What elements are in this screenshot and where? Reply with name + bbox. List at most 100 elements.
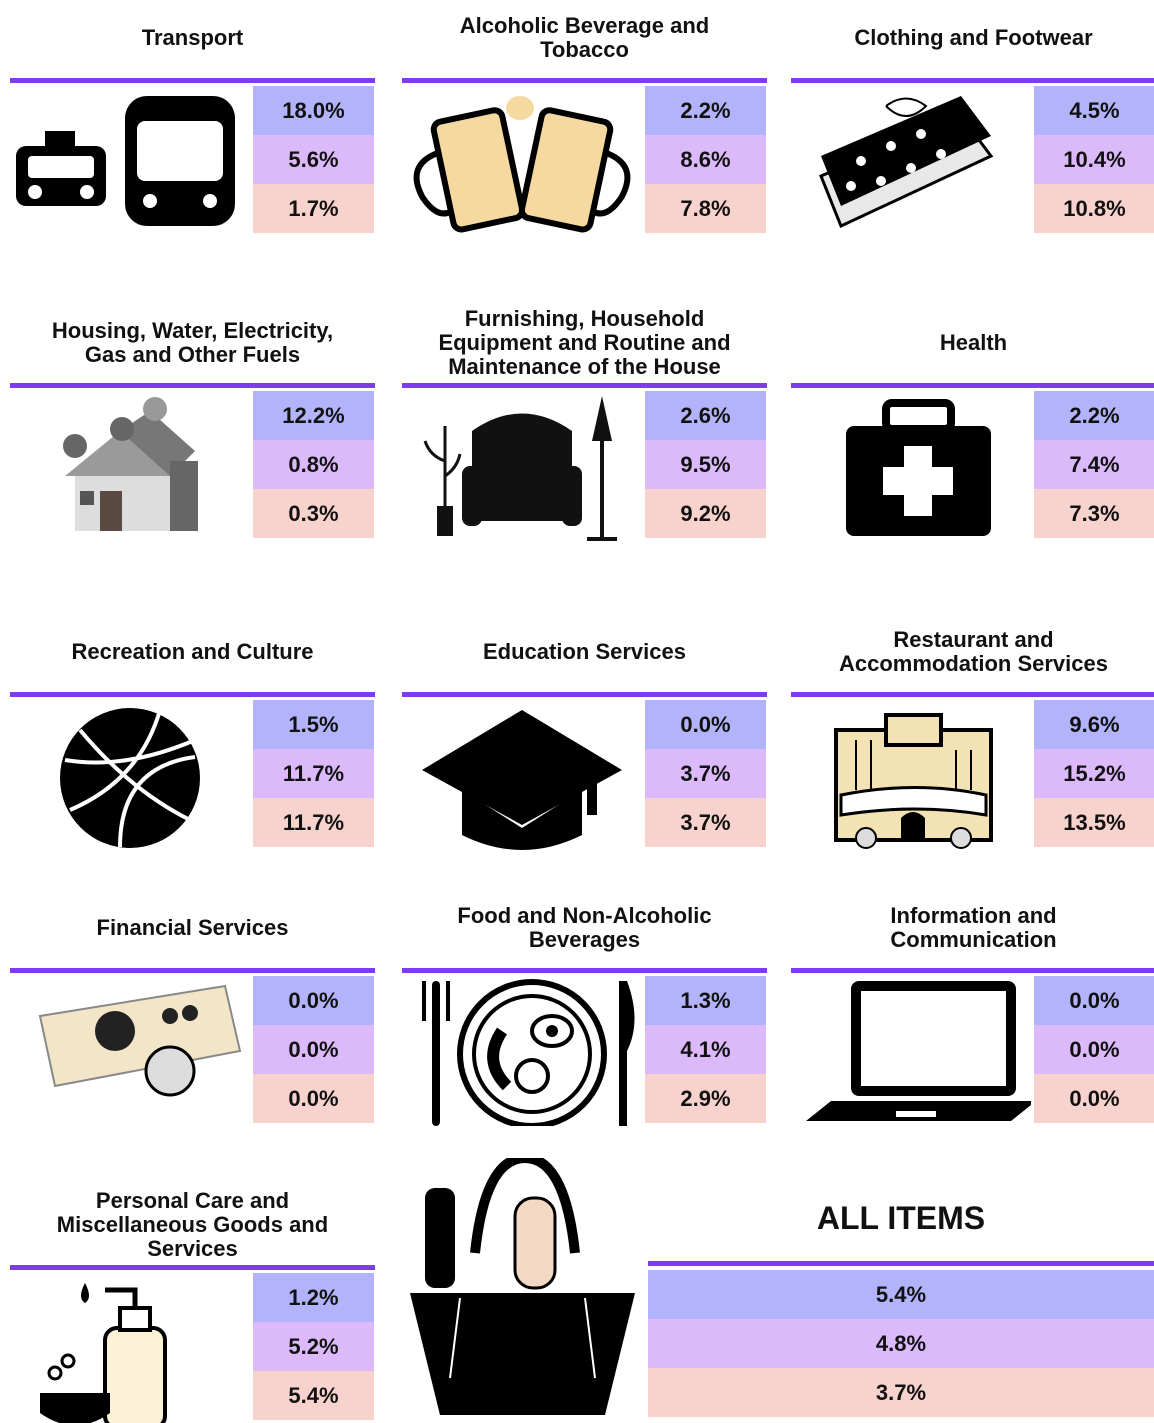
icon-shape	[886, 715, 941, 745]
value-cell: 2.9%	[645, 1074, 766, 1123]
value-cell: 18.0%	[253, 86, 374, 135]
icon	[10, 700, 250, 850]
value-cell: 5.4%	[253, 1371, 374, 1420]
icon-shape	[516, 1060, 548, 1092]
value-cell: 4.5%	[1034, 86, 1154, 135]
icon-shape	[886, 99, 926, 117]
divider	[10, 78, 375, 83]
icon-shape	[886, 141, 896, 151]
infographic: {"cards": [ {"title": "Transport", "valu…	[0, 0, 1154, 1415]
card-title: Information and Communication	[809, 890, 1139, 966]
card-title: Education Services	[420, 614, 750, 690]
icon-shape	[100, 491, 122, 531]
value-cell: 5.4%	[648, 1270, 1154, 1319]
value-cell: 0.0%	[1034, 976, 1154, 1025]
value-cell: 15.2%	[1034, 749, 1154, 798]
icon-shape	[856, 828, 876, 848]
icon	[791, 391, 1031, 541]
divider	[10, 1265, 375, 1270]
divider	[402, 692, 767, 697]
icon-shape	[432, 981, 440, 1126]
value-cell: 9.5%	[645, 440, 766, 489]
card-title: Food and Non-Alcoholic Beverages	[420, 890, 750, 966]
icon-shape	[170, 461, 198, 531]
icon-shape	[40, 986, 240, 1086]
icon-shape	[936, 149, 946, 159]
value-cell: 2.2%	[645, 86, 766, 135]
divider	[10, 968, 375, 973]
value-cell: 1.5%	[253, 700, 374, 749]
icon	[791, 86, 1031, 236]
icon-shape	[137, 121, 223, 181]
value-cell: 9.6%	[1034, 700, 1154, 749]
icon-shape	[110, 417, 134, 441]
value-cell: 2.2%	[1034, 391, 1154, 440]
icon-shape	[105, 1290, 135, 1308]
card-title: Recreation and Culture	[33, 614, 353, 690]
all-items-title: ALL ITEMS	[648, 1185, 1154, 1251]
icon-shape	[203, 194, 217, 208]
icon-shape	[146, 1047, 194, 1095]
value-cell: 13.5%	[1034, 798, 1154, 847]
value-cell: 10.8%	[1034, 184, 1154, 233]
icon-shape	[916, 129, 926, 139]
value-cell: 5.6%	[253, 135, 374, 184]
icon-shape	[856, 156, 866, 166]
icon-shape	[861, 991, 1006, 1086]
card-title: Furnishing, Household Equipment and Rout…	[420, 305, 750, 381]
card-title: Health	[809, 305, 1139, 381]
icon-shape	[493, 1031, 507, 1086]
icon-shape	[883, 467, 953, 495]
icon-shape	[906, 163, 916, 173]
value-cell: 10.4%	[1034, 135, 1154, 184]
card-title: Transport	[33, 0, 353, 76]
value-cell: 0.0%	[645, 700, 766, 749]
icon-shape	[40, 1393, 110, 1423]
icon-shape	[515, 1198, 555, 1288]
value-cell: 4.1%	[645, 1025, 766, 1074]
icon-shape	[520, 109, 638, 236]
icon-shape	[886, 403, 951, 429]
icon-shape	[472, 414, 572, 502]
value-cell: 0.0%	[1034, 1074, 1154, 1123]
icon-shape	[182, 1005, 198, 1021]
icon-shape	[410, 1293, 635, 1415]
value-cell: 0.0%	[1034, 1025, 1154, 1074]
icon-shape	[143, 397, 167, 421]
value-cell: 4.8%	[648, 1319, 1154, 1368]
value-cell: 7.8%	[645, 184, 766, 233]
icon-shape	[901, 812, 925, 840]
icon-shape	[437, 506, 453, 536]
value-cell: 7.3%	[1034, 489, 1154, 538]
icon-shape	[406, 109, 524, 236]
icon	[10, 391, 250, 541]
icon-shape	[45, 131, 75, 146]
icon	[791, 700, 1031, 850]
card-title: Housing, Water, Electricity, Gas and Oth…	[33, 305, 353, 381]
icon-shape	[619, 981, 635, 1126]
icon	[10, 86, 250, 236]
divider	[402, 78, 767, 83]
icon-shape	[105, 1328, 165, 1423]
icon-shape	[896, 1111, 936, 1117]
icon-shape	[587, 537, 617, 541]
divider	[791, 692, 1154, 697]
icon-shape	[80, 185, 94, 199]
card-title: Financial Services	[33, 890, 353, 966]
value-cell: 11.7%	[253, 798, 374, 847]
divider	[791, 383, 1154, 388]
icon-shape	[876, 176, 886, 186]
value-cell: 1.7%	[253, 184, 374, 233]
value-cell: 9.2%	[645, 489, 766, 538]
icon-shape	[592, 396, 612, 441]
icon-shape	[62, 1355, 74, 1367]
value-cell: 0.0%	[253, 1025, 374, 1074]
icon-shape	[28, 156, 94, 178]
value-cell: 0.3%	[253, 489, 374, 538]
value-cell: 2.6%	[645, 391, 766, 440]
icon-shape	[587, 760, 597, 815]
icon	[10, 976, 250, 1126]
icon-shape	[81, 1283, 89, 1303]
icon	[791, 976, 1031, 1126]
page: Inflation by commodity group html, body …	[0, 0, 1154, 1415]
